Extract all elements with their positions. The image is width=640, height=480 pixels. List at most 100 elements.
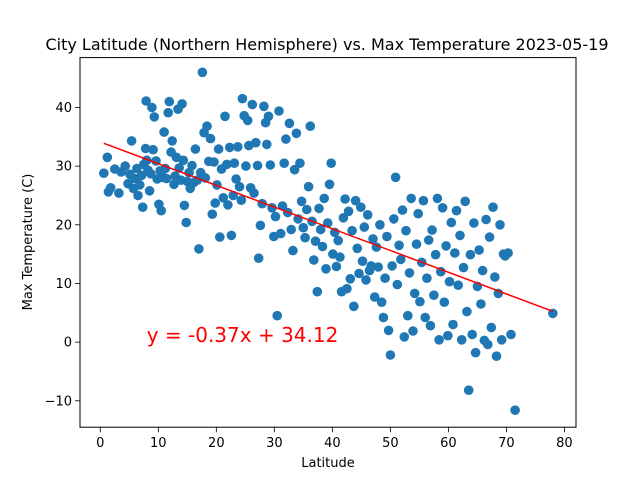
data-point: [469, 218, 479, 228]
x-tick-label: 50: [382, 436, 399, 451]
data-point: [458, 262, 469, 273]
data-point: [255, 220, 266, 231]
data-point: [418, 195, 429, 206]
data-point: [369, 292, 380, 302]
data-point: [441, 241, 451, 251]
data-point: [305, 121, 316, 131]
data-point: [415, 296, 425, 307]
data-point: [126, 136, 137, 146]
data-point: [331, 261, 342, 272]
data-point: [298, 222, 309, 233]
data-point: [194, 244, 204, 254]
y-axis: −10 0 10 20 30 40: [45, 101, 80, 409]
data-point: [357, 256, 368, 267]
data-point: [397, 205, 408, 215]
data-point: [324, 179, 335, 190]
data-point: [202, 121, 212, 131]
data-point: [476, 299, 486, 309]
y-tick-label: 20: [55, 218, 72, 233]
data-point: [272, 310, 283, 321]
data-point: [132, 163, 142, 174]
data-point: [443, 330, 453, 341]
data-point: [380, 273, 390, 284]
data-point: [408, 326, 418, 336]
data-point: [356, 202, 366, 212]
data-point: [234, 181, 245, 192]
data-point: [120, 161, 130, 171]
data-point: [259, 101, 269, 112]
data-point: [436, 266, 446, 277]
data-point: [141, 96, 151, 106]
data-point: [437, 203, 448, 213]
data-point: [312, 286, 323, 297]
data-point: [484, 232, 495, 242]
data-point: [295, 158, 305, 168]
data-point: [231, 174, 241, 184]
data-point: [190, 144, 201, 154]
data-point: [265, 160, 276, 170]
y-tick-label: 0: [64, 336, 72, 351]
data-point: [222, 159, 232, 170]
data-point: [390, 172, 401, 183]
data-point: [215, 232, 225, 242]
data-point: [252, 160, 263, 171]
chart-title: City Latitude (Northern Hemisphere) vs. …: [45, 35, 608, 54]
data-point: [343, 206, 354, 217]
data-point: [105, 183, 116, 193]
data-point: [362, 210, 373, 220]
data-point: [140, 143, 151, 154]
data-point: [102, 152, 113, 163]
data-point: [490, 272, 500, 282]
x-tick-label: 40: [324, 436, 341, 451]
data-point: [387, 261, 397, 271]
data-point: [99, 168, 109, 178]
data-point: [135, 180, 145, 190]
data-point: [453, 280, 464, 291]
data-point: [218, 193, 229, 203]
data-point: [177, 99, 187, 109]
data-point: [169, 179, 179, 190]
data-point: [385, 350, 396, 360]
data-point: [300, 232, 310, 243]
data-point: [444, 276, 455, 287]
data-point: [342, 283, 352, 294]
data-point: [315, 224, 326, 235]
data-point: [137, 202, 148, 212]
data-point: [133, 190, 143, 201]
data-point: [470, 347, 481, 358]
data-point: [451, 205, 462, 216]
data-point: [241, 161, 251, 171]
y-tick-label: 10: [55, 277, 72, 292]
y-tick-label: −10: [45, 394, 72, 409]
data-point: [383, 325, 394, 336]
data-point: [335, 252, 345, 262]
data-point: [361, 275, 371, 285]
data-point: [144, 186, 155, 196]
data-point: [467, 329, 478, 340]
data-point: [303, 181, 314, 192]
data-point: [420, 312, 431, 323]
data-point: [223, 200, 233, 210]
data-point: [376, 297, 387, 308]
regression-equation: y = -0.37x + 34.12: [147, 323, 339, 347]
data-point: [187, 160, 197, 171]
data-point: [288, 245, 298, 256]
data-point: [429, 290, 439, 301]
data-point: [491, 351, 502, 362]
data-point: [164, 96, 175, 107]
data-point: [247, 99, 258, 110]
data-point: [163, 107, 173, 118]
data-point: [136, 170, 147, 181]
data-point: [506, 329, 516, 340]
data-point: [434, 335, 444, 345]
data-point: [450, 248, 460, 258]
data-point: [279, 158, 290, 168]
data-point: [237, 93, 248, 104]
data-point: [262, 139, 272, 150]
data-point: [159, 127, 169, 137]
data-point: [338, 213, 349, 223]
data-point: [161, 173, 172, 184]
data-point: [229, 158, 240, 168]
x-tick-label: 70: [498, 436, 515, 451]
data-point: [352, 243, 363, 254]
